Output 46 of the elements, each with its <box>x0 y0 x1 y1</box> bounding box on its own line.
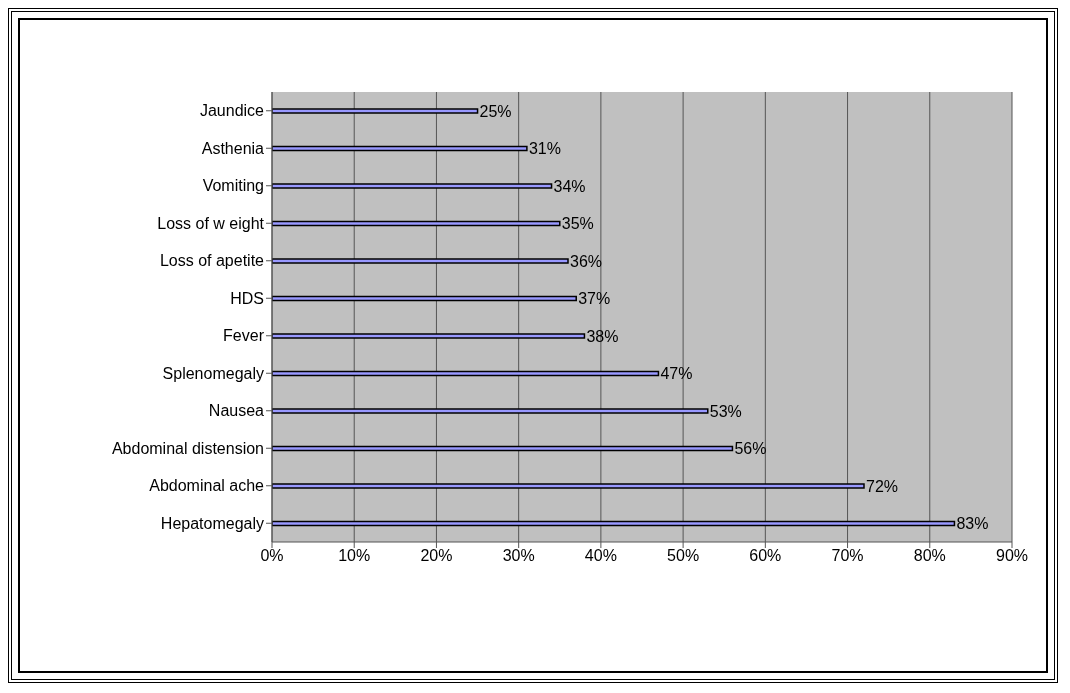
bar <box>272 370 660 377</box>
x-tick-label: 50% <box>667 547 700 565</box>
bar <box>272 258 569 264</box>
y-tick-label: HDS <box>230 289 264 307</box>
bar <box>272 520 956 527</box>
x-tick-label: 20% <box>420 547 453 565</box>
x-tick-label: 40% <box>584 547 617 565</box>
bar <box>272 483 865 489</box>
data-label: 34% <box>553 177 586 195</box>
bar <box>272 408 709 414</box>
x-tick-label: 30% <box>502 547 535 565</box>
data-label: 72% <box>866 477 899 495</box>
data-label: 36% <box>570 252 603 270</box>
bar <box>272 295 577 302</box>
data-label: 83% <box>956 515 989 533</box>
x-tick-label: 90% <box>995 547 1029 565</box>
y-tick-label: Abdominal distension <box>111 439 264 457</box>
y-tick-label: Splenomegaly <box>162 364 264 382</box>
data-label: 25% <box>479 102 512 120</box>
y-tick-label: Asthenia <box>201 139 265 157</box>
y-tick-label: Fever <box>223 327 265 345</box>
data-label: 56% <box>734 440 767 458</box>
bar <box>272 108 479 114</box>
y-tick-label: Loss of apetite <box>159 252 265 270</box>
y-tick-label: Nausea <box>208 402 265 420</box>
bar <box>272 445 734 452</box>
data-label: 31% <box>528 140 561 158</box>
y-tick-label: Jaundice <box>199 102 265 120</box>
data-label: 53% <box>709 402 742 420</box>
y-tick-label: Loss of w eight <box>157 214 265 232</box>
x-tick-label: 60% <box>749 547 782 565</box>
bar <box>272 145 528 152</box>
y-tick-label: Vomiting <box>202 177 264 195</box>
x-tick-label: 80% <box>913 547 946 565</box>
data-label: 35% <box>561 215 594 233</box>
x-tick-label: 10% <box>338 547 371 565</box>
bar <box>272 220 561 227</box>
y-tick-label: Hepatomegaly <box>160 514 264 532</box>
x-tick-label: 70% <box>831 547 864 565</box>
data-label: 47% <box>660 365 693 383</box>
y-tick-label: Abdominal ache <box>149 477 265 495</box>
x-tick-label: 0% <box>260 547 284 565</box>
data-label: 37% <box>578 290 611 308</box>
data-label: 38% <box>586 327 619 345</box>
bar <box>272 333 586 339</box>
bar <box>272 183 553 189</box>
